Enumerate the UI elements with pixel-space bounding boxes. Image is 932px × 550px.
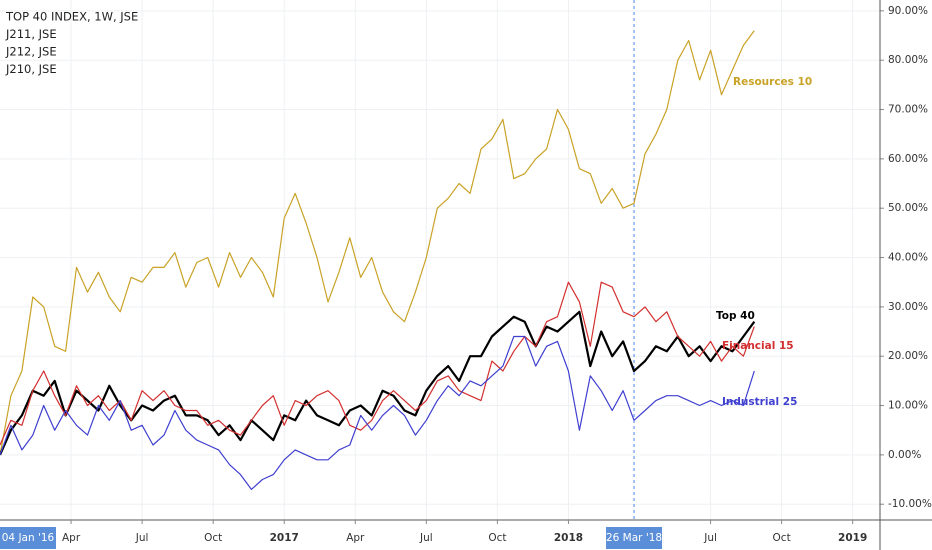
- y-tick-label: 50.00%: [888, 202, 928, 214]
- y-tick-label: 70.00%: [888, 104, 928, 116]
- x-tick-label: 2018: [554, 532, 583, 544]
- x-tick-label: Apr: [346, 532, 365, 544]
- y-tick-label: 0.00%: [888, 449, 921, 461]
- y-tick-label: 60.00%: [888, 153, 928, 165]
- x-tick-label: Jul: [419, 532, 433, 544]
- y-tick-label: 90.00%: [888, 5, 928, 17]
- x-tick-label: Oct: [488, 532, 506, 544]
- y-tick-label: 10.00%: [888, 400, 928, 412]
- legend-entry: J210, JSE: [5, 62, 57, 76]
- x-tick-label: Oct: [773, 532, 791, 544]
- legend-entry: J211, JSE: [5, 27, 57, 41]
- y-tick-label: 30.00%: [888, 301, 928, 313]
- series-label: Top 40: [716, 310, 755, 322]
- y-tick-label: 20.00%: [888, 350, 928, 362]
- series-line: [0, 30, 755, 456]
- series-label: Financial 15: [722, 340, 794, 352]
- y-tick-label: 40.00%: [888, 252, 928, 264]
- x-label-box: [0, 527, 56, 549]
- series-line: [0, 335, 755, 490]
- legend-entry: TOP 40 INDEX, 1W, JSE: [5, 10, 138, 24]
- x-tick-label: Jul: [703, 532, 717, 544]
- x-tick-label: Oct: [204, 532, 222, 544]
- x-tick-label: 04 Jan '16: [2, 532, 55, 544]
- y-tick-label: 80.00%: [888, 54, 928, 66]
- x-tick-label: 2019: [838, 532, 867, 544]
- y-tick-label: -10.00%: [888, 498, 932, 510]
- series-line: [0, 310, 756, 456]
- x-tick-label: Jul: [135, 532, 149, 544]
- x-tick-label: 2017: [270, 532, 299, 544]
- series-line: [0, 281, 755, 446]
- x-tick-label: Apr: [62, 532, 81, 544]
- x-label-box: [606, 527, 663, 549]
- series-label: Resources 10: [733, 76, 812, 88]
- x-tick-label: 26 Mar '18: [606, 532, 662, 544]
- series-label: Industrial 25: [722, 396, 797, 408]
- legend-entry: J212, JSE: [5, 45, 57, 59]
